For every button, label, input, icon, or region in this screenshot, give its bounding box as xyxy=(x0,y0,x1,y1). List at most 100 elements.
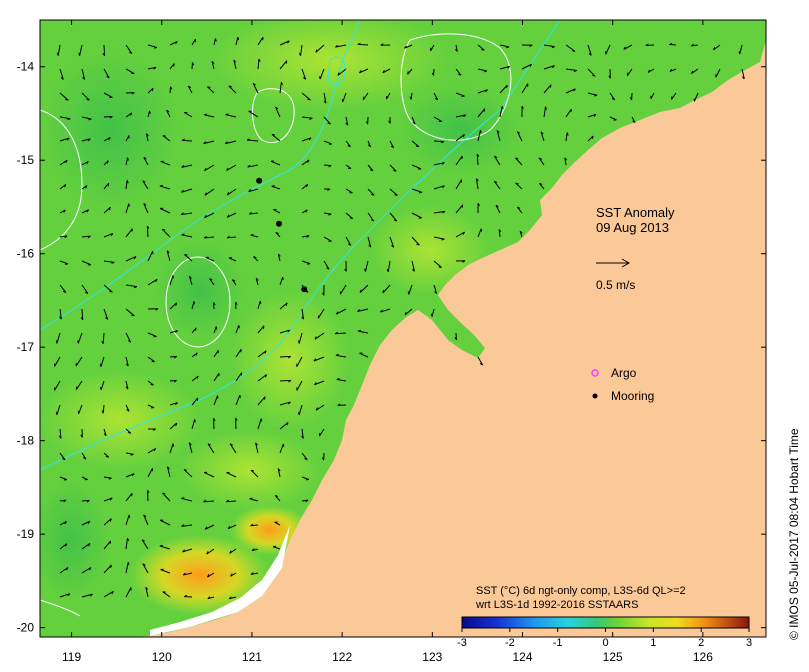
current-vector-head xyxy=(153,46,158,49)
current-vector xyxy=(647,68,655,73)
current-vector-head xyxy=(162,492,166,495)
current-vector-head xyxy=(204,192,207,196)
current-vector xyxy=(169,329,178,334)
colorbar-title-line1: SST (°C) 6d ngt-only comp, L3S-6d QL>=2 xyxy=(476,585,686,597)
current-vector-head xyxy=(249,497,253,500)
current-vector xyxy=(277,468,281,478)
current-vector-head xyxy=(82,76,86,80)
current-vector xyxy=(59,593,70,598)
current-vector xyxy=(227,188,237,196)
current-vector xyxy=(433,92,439,101)
current-vector-head xyxy=(155,279,158,283)
current-vector-head xyxy=(226,499,230,503)
current-vector-head xyxy=(394,194,398,196)
current-vector xyxy=(671,92,677,100)
current-vector-head xyxy=(232,279,236,282)
current-vector-head xyxy=(250,469,255,472)
current-vector xyxy=(345,188,353,194)
current-vector-head xyxy=(357,309,361,312)
current-vector xyxy=(81,520,91,526)
current-vector xyxy=(496,130,501,142)
current-vector xyxy=(587,68,596,77)
current-vector-head xyxy=(540,131,544,135)
current-vector-head xyxy=(494,180,498,183)
current-vector xyxy=(100,380,105,391)
current-vector xyxy=(250,469,259,478)
current-vector-head xyxy=(173,379,177,383)
current-vector xyxy=(146,226,149,238)
current-vector xyxy=(477,130,481,142)
current-vector xyxy=(543,84,552,94)
current-vector xyxy=(272,546,281,550)
current-vector xyxy=(103,518,112,526)
current-vector xyxy=(191,352,198,358)
current-vector xyxy=(279,379,292,382)
current-vector xyxy=(147,278,158,286)
current-vector xyxy=(430,44,435,52)
current-vector xyxy=(204,164,215,172)
current-vector-head xyxy=(105,455,109,458)
current-vector-head xyxy=(237,37,240,41)
plot-frame xyxy=(39,19,767,638)
current-vector-head xyxy=(388,120,391,124)
current-vector-head xyxy=(430,313,433,317)
current-vector-head xyxy=(109,540,112,544)
current-vector-head xyxy=(206,551,209,555)
current-vector-head xyxy=(314,336,317,340)
current-vector-head xyxy=(391,244,395,248)
current-vector xyxy=(587,92,598,96)
current-vector xyxy=(298,404,303,416)
current-vector-head xyxy=(386,268,389,273)
current-vector xyxy=(300,44,303,56)
current-vector-head xyxy=(143,156,147,160)
land-mass xyxy=(130,40,766,637)
current-vector xyxy=(273,209,281,214)
current-vector xyxy=(102,332,105,344)
current-vector xyxy=(494,155,501,166)
current-vector-head xyxy=(691,70,694,74)
current-vector-head xyxy=(203,141,207,144)
current-vector-head xyxy=(364,268,366,272)
current-vector-head xyxy=(155,308,159,311)
current-vector-head xyxy=(442,185,445,189)
current-vector-head xyxy=(59,316,62,320)
colorbar-tick-label: 3 xyxy=(746,637,752,649)
current-vector-head xyxy=(454,337,457,341)
current-vector xyxy=(315,404,325,411)
current-vector-head xyxy=(304,458,308,461)
current-vector-head xyxy=(287,355,292,359)
current-vector-head xyxy=(369,169,374,172)
current-vector-head xyxy=(181,524,185,527)
colorbar-title-line2: wrt L3S-1d 1992-2016 SSTAARS xyxy=(475,599,638,611)
current-vector xyxy=(650,92,655,99)
current-vector xyxy=(543,65,555,70)
current-vector xyxy=(301,260,311,265)
current-vector xyxy=(499,106,503,118)
current-vector-head xyxy=(274,494,279,497)
current-vector xyxy=(274,495,281,502)
current-vector-head xyxy=(455,48,458,52)
current-vector xyxy=(499,84,508,94)
current-vector-head xyxy=(145,586,149,590)
current-vector-head xyxy=(65,543,68,547)
current-vector xyxy=(59,428,62,439)
current-vector-head xyxy=(327,188,331,191)
current-vector xyxy=(411,188,423,193)
current-vector xyxy=(125,473,135,478)
current-vector xyxy=(125,356,129,367)
current-vector xyxy=(103,590,114,598)
colorbar-tick-label: 2 xyxy=(698,637,704,649)
current-vector xyxy=(102,404,105,414)
current-vector xyxy=(231,279,237,286)
current-vector-head xyxy=(368,244,372,248)
current-vector-head xyxy=(442,210,446,214)
current-vector xyxy=(323,92,327,104)
current-vector-head xyxy=(62,290,67,293)
current-vector xyxy=(103,428,107,436)
current-vector xyxy=(56,332,61,344)
current-vector xyxy=(411,116,416,125)
current-vector xyxy=(275,106,281,118)
current-vector-head xyxy=(247,164,251,168)
current-vector-head xyxy=(305,499,309,503)
current-vector xyxy=(103,452,110,458)
